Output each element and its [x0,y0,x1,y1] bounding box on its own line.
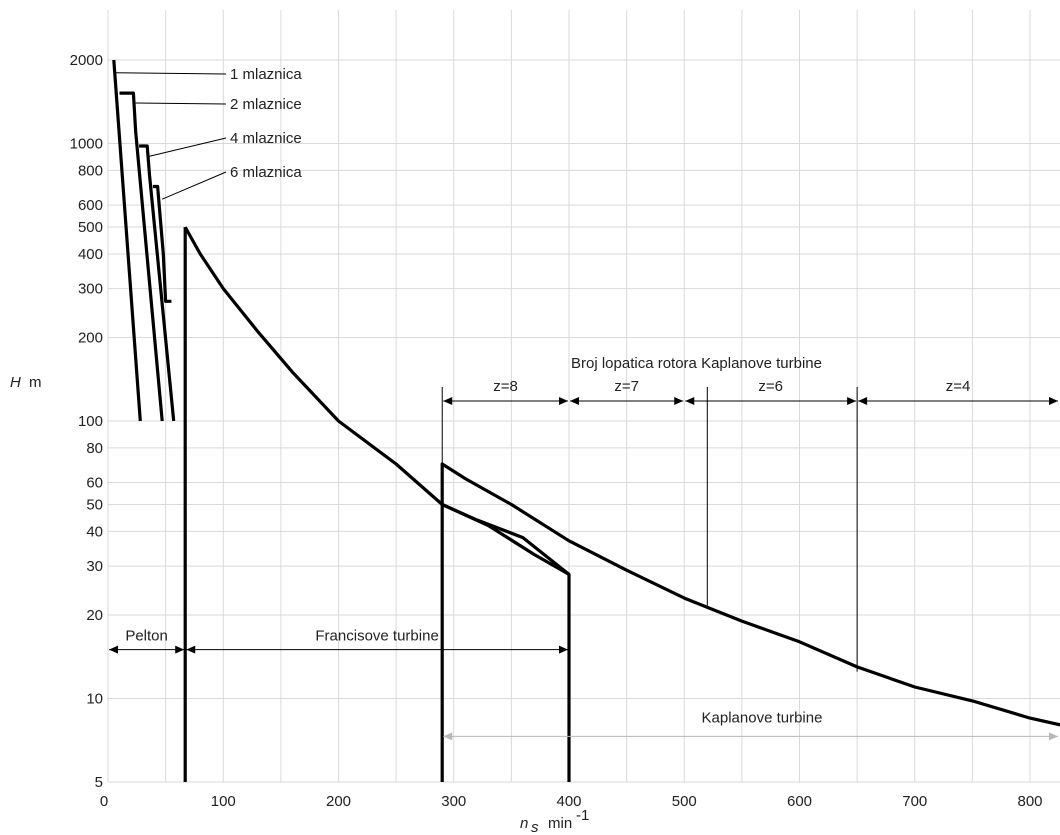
x-tick-label: 700 [902,793,927,810]
range-label: Pelton [125,628,168,645]
x-tick-label: 100 [211,793,236,810]
y-tick-label: 5 [95,774,103,791]
x-axis-label-subscript: s [531,819,539,835]
y-tick-label: 10 [86,690,103,707]
axis-ticks: 0 100 200 300 400 500 600 700 800 5 10 20 30 40 50 60 80… [70,52,1043,810]
y-tick-label: 600 [78,197,103,214]
range-arrow-head-left [109,645,118,654]
series-line-pelton-6 [152,184,172,303]
range-arrow-head-left [443,732,453,741]
range-arrow-head-left [186,645,196,654]
y-tick-label: 300 [78,281,103,298]
blade-range-label: z=8 [493,378,518,395]
nozzle-label: 4 mlaznice [230,130,302,147]
blade-range-label: z=4 [946,378,971,395]
y-tick-label: 30 [86,558,103,575]
nozzle-leader-line [161,171,227,200]
nozzle-label: 6 mlaznica [230,164,302,181]
range-arrow-head-right [559,645,568,654]
blade-range-label: z=7 [614,378,639,395]
blade-range-arrow-head-left [443,397,453,405]
nozzle-label: 1 mlaznica [230,66,302,83]
y-tick-label: 20 [86,607,103,624]
x-axis-unit-superscript: -1 [576,807,589,824]
range-arrow-head-right [1049,732,1058,741]
series-line-kaplan-upper [440,462,1060,782]
y-axis-unit: m [29,374,42,391]
series-line-francis-upper [183,226,571,782]
annotations: 1 mlaznica 2 mlaznice 4 mlaznice 6 mlaznica… [109,66,1058,782]
y-tick-label: 400 [78,246,103,263]
y-tick-label: 800 [78,162,103,179]
blade-range-arrow-head-right [1049,397,1058,405]
blade-range-label: z=6 [758,378,783,395]
series [112,59,1060,782]
blade-range-arrow-head-left [685,397,695,405]
y-tick-label: 100 [78,413,103,430]
x-tick-label: 200 [326,793,351,810]
x-tick-label: 800 [1017,793,1042,810]
blade-range-arrow-head-right [847,397,857,405]
x-tick-label: 600 [787,793,812,810]
blade-range-arrow-head-right [559,397,568,405]
series-line-kaplan-lower [441,503,570,576]
nozzle-leader-line [113,72,227,75]
nozzle-leader-line [149,137,227,157]
blade-count-title: Broj lopatica rotora Kaplanove turbine [571,355,822,372]
y-tick-label: 1000 [70,136,103,153]
series-line-pelton-1 [112,59,142,422]
y-tick-label: 60 [86,475,103,492]
x-tick-label: 0 [100,793,108,810]
x-tick-label: 500 [672,793,697,810]
blade-range-arrow-head-right [674,397,684,405]
series-line-pelton-2 [119,91,164,422]
nozzle-leader-line [135,102,227,105]
range-label: Kaplanove turbine [702,709,823,726]
blade-range-arrow-head-left [570,397,579,405]
x-tick-label: 300 [441,793,466,810]
range-label: Francisove turbine [315,628,438,645]
x-axis-label: n [520,815,528,832]
blade-range-arrow-head-left [858,397,868,405]
x-axis-unit: min [548,815,572,832]
range-arrow-head-right [175,645,185,654]
y-tick-label: 40 [86,523,103,540]
y-tick-label: 50 [86,497,103,514]
series-line-pelton-4 [139,144,176,422]
nozzle-label: 2 mlaznice [230,96,302,113]
grid [107,10,1060,783]
y-tick-label: 2000 [70,52,103,69]
y-axis-label: H [10,374,21,391]
y-tick-label: 500 [78,219,103,236]
y-tick-label: 200 [78,329,103,346]
y-tick-label: 80 [86,440,103,457]
x-tick-label: 400 [556,793,581,810]
